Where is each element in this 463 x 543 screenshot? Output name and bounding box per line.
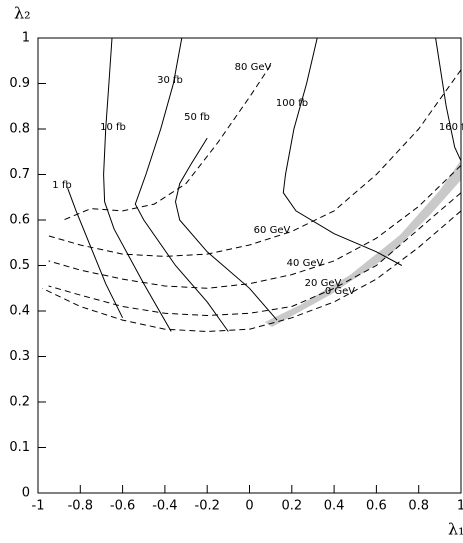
- y-tick-label: 0.7: [9, 167, 30, 182]
- plot-frame: [37, 37, 462, 494]
- y-axis-label: λ₂: [14, 4, 31, 23]
- x-tick-label: 0.8: [408, 499, 429, 514]
- contour-line: [48, 165, 462, 289]
- y-tick-label: 0.4: [9, 304, 30, 319]
- y-tick-label: 0.2: [9, 395, 30, 410]
- contour-label: 20 GeV: [305, 278, 342, 289]
- contour-label: 160 fb: [439, 122, 463, 133]
- x-tick-label: -0.6: [110, 499, 135, 514]
- y-tick-label: 0.3: [9, 349, 30, 364]
- x-tick-label: 1: [457, 499, 463, 514]
- contour-label: 10 fb: [100, 122, 126, 133]
- contour-line: [134, 37, 229, 332]
- y-tick-label: 0: [22, 486, 30, 501]
- x-tick-label: -0.4: [152, 499, 177, 514]
- contour-line: [174, 137, 278, 321]
- y-tick-label: 0.9: [9, 76, 30, 91]
- y-tick-label: 1: [22, 31, 30, 46]
- contour-label: 30 fb: [157, 75, 183, 86]
- contour-label: 80 GeV: [235, 62, 272, 73]
- x-axis-label: λ₁: [448, 520, 463, 539]
- contour-line: [41, 210, 462, 333]
- x-tick-label: 0.6: [366, 499, 387, 514]
- x-tick-label: 0.4: [324, 499, 345, 514]
- y-tick-label: 0.1: [9, 440, 30, 455]
- x-tick-label: 0: [245, 499, 253, 514]
- contour-line: [63, 65, 272, 221]
- y-tick-label: 0.5: [9, 258, 30, 273]
- contour-label: 0 GeV: [325, 286, 355, 297]
- contour-line: [282, 37, 403, 266]
- x-tick-label: -1: [32, 499, 45, 514]
- contour-label: 40 GeV: [287, 258, 324, 269]
- y-tick-label: 0.8: [9, 122, 30, 137]
- shaded-band: [265, 160, 461, 327]
- x-tick-label: -0.2: [195, 499, 220, 514]
- contour-label: 100 fb: [276, 98, 308, 109]
- contour-label: 50 fb: [184, 112, 210, 123]
- y-tick-label: 0.6: [9, 213, 30, 228]
- contour-line: [435, 37, 462, 162]
- x-tick-label: 0.2: [281, 499, 302, 514]
- contour-line: [103, 37, 172, 332]
- contour-line: [48, 192, 462, 317]
- contour-label: 1 fb: [52, 180, 71, 191]
- x-tick-label: -0.8: [68, 499, 93, 514]
- contour-line: [48, 69, 462, 257]
- contour-label: 60 GeV: [254, 225, 291, 236]
- contour-line: [67, 187, 124, 319]
